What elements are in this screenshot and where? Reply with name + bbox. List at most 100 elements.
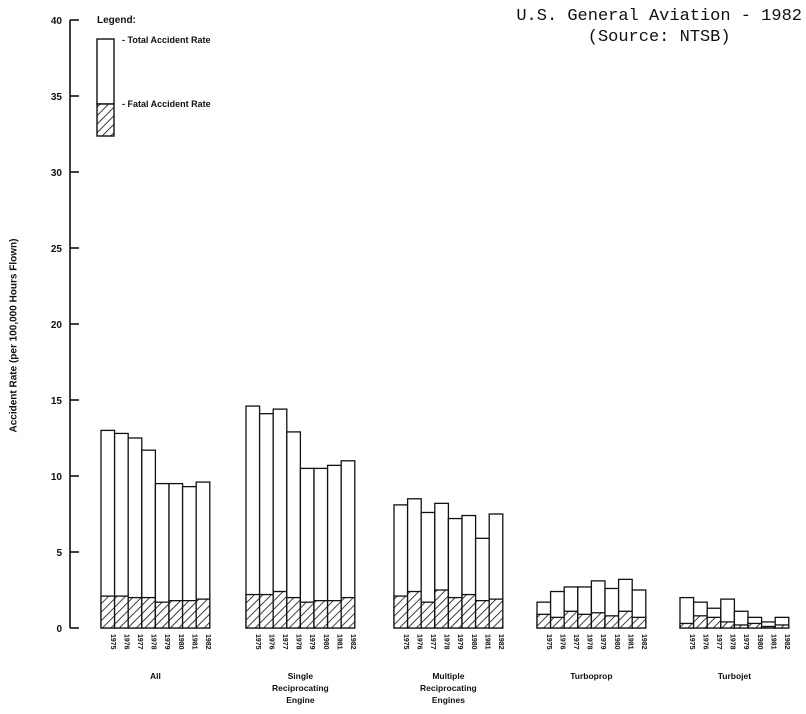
legend-heading: Legend: [97, 15, 136, 26]
year-tick-label: 1980 [613, 634, 620, 650]
year-tick-label: 1977 [136, 634, 143, 650]
bar-fatal [692, 615, 708, 629]
legend-fatal-label: - Fatal Accident Rate [122, 99, 211, 109]
bar-fatal [474, 599, 490, 629]
year-tick-label: 1975 [545, 634, 552, 650]
year-tick-label: 1981 [626, 634, 633, 650]
bar-fatal [720, 621, 736, 629]
year-tick-label: 1976 [701, 634, 708, 650]
year-tick-label: 1977 [572, 634, 579, 650]
bar-fatal [536, 613, 552, 629]
bar-fatal [617, 610, 633, 629]
year-tick-label: 1982 [640, 634, 647, 650]
year-tick-label: 1979 [599, 634, 606, 650]
year-tick-label: 1978 [295, 634, 302, 650]
bar-fatal [393, 595, 409, 629]
year-tick-label: 1976 [415, 634, 422, 650]
bar-fatal [127, 596, 143, 629]
year-tick-label: 1980 [756, 634, 763, 650]
group-label-line: Reciprocating [420, 683, 477, 693]
chart-subtitle: (Source: NTSB) [587, 28, 731, 47]
year-tick-label: 1979 [742, 634, 749, 650]
y-tick-label: 25 [51, 244, 63, 255]
year-tick-label: 1975 [688, 634, 695, 650]
year-tick-label: 1981 [190, 634, 197, 650]
year-tick-label: 1975 [109, 634, 116, 650]
bar-fatal [733, 624, 749, 629]
chart-title: U.S. General Aviation - 1982 [516, 7, 802, 26]
year-tick-label: 1982 [349, 634, 356, 650]
year-tick-label: 1978 [586, 634, 593, 650]
bar-fatal [154, 601, 170, 629]
group-label-line: Turbojet [718, 671, 752, 681]
bar-fatal [679, 622, 695, 629]
bar-fatal [760, 625, 776, 629]
year-tick-label: 1981 [483, 634, 490, 650]
bar-fatal [181, 599, 197, 629]
bar-fatal [340, 596, 356, 629]
y-tick-label: 5 [56, 548, 62, 559]
year-tick-label: 1979 [456, 634, 463, 650]
group-label-line: All [150, 671, 161, 681]
bar-fatal [604, 615, 620, 629]
y-tick-label: 20 [51, 320, 63, 331]
group-label-line: Single [288, 671, 314, 681]
group-label: Multiple Reciprocating Engines [420, 671, 477, 705]
year-tick-label: 1975 [402, 634, 409, 650]
bar-fatal [447, 596, 463, 629]
group-label-line: Engine [286, 695, 315, 705]
bar-fatal [313, 599, 329, 629]
bar-fatal [272, 590, 288, 629]
bar-fatal [563, 610, 579, 629]
y-tick-label: 15 [51, 396, 63, 407]
group-label-line: Multiple [432, 671, 464, 681]
legend-total-label: - Total Accident Rate [122, 35, 211, 45]
group-label-line: Engines [432, 695, 465, 705]
bar-fatal [286, 596, 302, 629]
bar-fatal [434, 589, 450, 629]
bar-fatal [549, 616, 565, 629]
bar-fatal [326, 599, 342, 629]
y-tick-label: 40 [51, 16, 63, 27]
bar-fatal [195, 598, 211, 629]
bar-fatal [631, 616, 647, 629]
year-tick-label: 1982 [204, 634, 211, 650]
year-tick-label: 1980 [177, 634, 184, 650]
y-tick-label: 35 [51, 92, 63, 103]
bar-fatal [245, 593, 261, 629]
year-tick-label: 1977 [281, 634, 288, 650]
group-label: Single Reciprocating Engine [272, 671, 329, 705]
bar-fatal [406, 590, 422, 629]
year-tick-label: 1979 [163, 634, 170, 650]
year-tick-label: 1979 [308, 634, 315, 650]
y-tick-label: 10 [51, 472, 63, 483]
bar-fatal [258, 593, 274, 629]
bar-fatal [141, 596, 157, 629]
chart-title-block: U.S. General Aviation - 1982 (Source: NT… [516, 6, 802, 48]
legend-fatal-swatch [96, 103, 115, 137]
year-tick-label: 1980 [470, 634, 477, 650]
bar-fatal [590, 612, 606, 629]
year-tick-label: 1981 [769, 634, 776, 650]
group-label: Turboprop [570, 671, 612, 681]
year-tick-label: 1975 [254, 634, 261, 650]
legend-total-swatch [96, 38, 115, 105]
bar-fatal [420, 601, 436, 629]
group-label: Turbojet [718, 671, 752, 681]
group-label-line: Turboprop [570, 671, 612, 681]
bar-fatal [577, 613, 593, 629]
year-tick-label: 1976 [122, 634, 129, 650]
year-tick-label: 1980 [322, 634, 329, 650]
bar-fatal [168, 599, 184, 629]
year-tick-label: 1976 [267, 634, 274, 650]
bar-fatal [113, 595, 129, 629]
year-tick-label: 1982 [783, 634, 790, 650]
group-label-line: Reciprocating [272, 683, 329, 693]
year-tick-label: 1976 [558, 634, 565, 650]
bar-fatal [299, 601, 315, 629]
year-tick-label: 1978 [443, 634, 450, 650]
bar-fatal [100, 595, 116, 629]
bar-fatal [461, 593, 477, 629]
bar-fatal [747, 622, 763, 629]
